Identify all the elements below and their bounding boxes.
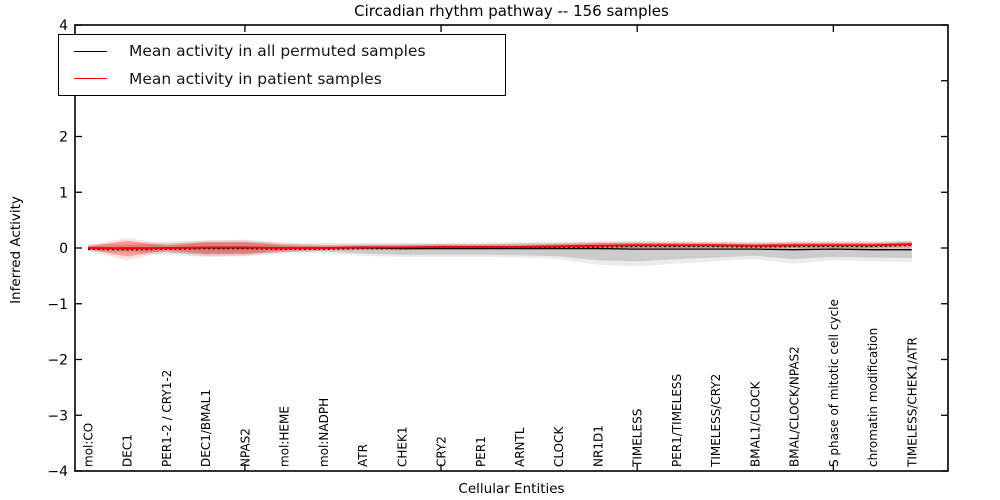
x-category-label: CRY2 bbox=[435, 436, 449, 467]
chart-title: Circadian rhythm pathway -- 156 samples bbox=[354, 2, 669, 20]
x-category-label: PER1/TIMELESS bbox=[670, 374, 684, 467]
x-category-label: ATR bbox=[356, 444, 370, 467]
x-category-label: CLOCK bbox=[552, 426, 566, 467]
x-category-label: DEC1 bbox=[121, 434, 135, 467]
x-category-label: mol:CO bbox=[82, 423, 96, 467]
x-category-label: NPAS2 bbox=[238, 428, 252, 467]
x-category-label: TIMELESS/CHEK1/ATR bbox=[905, 337, 919, 468]
x-category-label: mol:NADPH bbox=[317, 398, 331, 467]
x-category-label: CHEK1 bbox=[395, 427, 409, 468]
x-category-label: TIMELESS/CRY2 bbox=[709, 374, 723, 468]
y-tick-label: −3 bbox=[47, 408, 68, 424]
x-category-label: DEC1/BMAL1 bbox=[199, 389, 213, 467]
x-category-label: BMAL/CLOCK/NPAS2 bbox=[788, 346, 802, 467]
y-tick-label: 4 bbox=[59, 18, 68, 34]
x-category-label: NR1D1 bbox=[591, 425, 605, 467]
permuted-range-inner-band bbox=[88, 241, 912, 262]
y-tick-label: 1 bbox=[59, 185, 68, 201]
permuted-line-swatch bbox=[74, 50, 107, 52]
legend: Mean activity in all permuted samples Me… bbox=[58, 34, 506, 96]
patient-line-swatch bbox=[74, 78, 107, 80]
permuted-mean-dotted-line bbox=[87, 244, 912, 251]
legend-entry-permuted: Mean activity in all permuted samples bbox=[59, 38, 505, 64]
x-category-label: mol:HEME bbox=[278, 406, 292, 467]
y-tick-label: 2 bbox=[59, 130, 68, 146]
y-tick-label: −2 bbox=[47, 353, 68, 369]
x-category-label: BMAL1/CLOCK bbox=[748, 380, 762, 467]
x-category-label: S phase of mitotic cell cycle bbox=[827, 299, 841, 467]
x-category-label: chromatin modification bbox=[866, 328, 880, 467]
y-tick-label: −4 bbox=[47, 464, 68, 480]
permuted-range-outer-band bbox=[88, 239, 912, 267]
y-tick-label: −1 bbox=[47, 297, 68, 313]
x-axis-label: Cellular Entities bbox=[458, 481, 565, 497]
y-axis-label: Inferred Activity bbox=[8, 196, 24, 304]
x-category-label: PER1-2 / CRY1-2 bbox=[160, 370, 174, 467]
legend-label-permuted: Mean activity in all permuted samples bbox=[129, 42, 426, 61]
x-category-label: ARNTL bbox=[513, 427, 527, 467]
legend-entry-patient: Mean activity in patient samples bbox=[59, 66, 505, 92]
patient-mean-line bbox=[87, 243, 912, 250]
legend-label-patient: Mean activity in patient samples bbox=[129, 69, 382, 88]
y-tick-label: 0 bbox=[59, 241, 68, 257]
x-category-label: TIMELESS bbox=[631, 409, 645, 468]
x-category-label: PER1 bbox=[474, 436, 488, 467]
